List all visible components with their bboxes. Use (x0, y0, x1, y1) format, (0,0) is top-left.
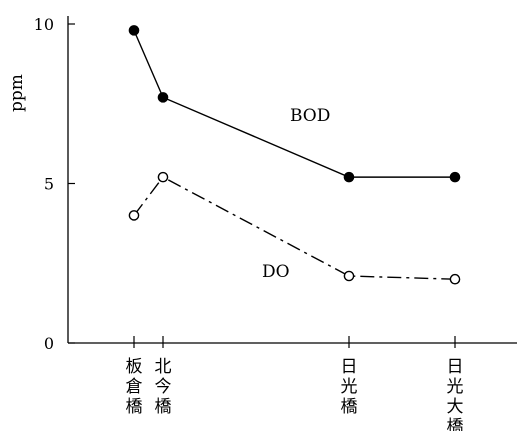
y-tick-label: 5 (44, 175, 54, 194)
x-tick-label-char: 日 (447, 357, 464, 377)
series-line-bod (133, 30, 455, 178)
x-tick-label-char: 板 (126, 357, 143, 377)
x-tick-label-char: 今 (155, 377, 172, 397)
data-point-do (343, 270, 355, 282)
data-point-do (449, 273, 461, 285)
x-tick-label-char: 橋 (126, 397, 143, 417)
y-tick-label: 10 (34, 15, 54, 34)
y-tick-label: 0 (44, 334, 54, 353)
x-tick-label-char: 橋 (341, 397, 358, 417)
y-axis-label: ppm (7, 74, 27, 112)
data-point-bod (343, 171, 355, 183)
data-point-bod (157, 92, 169, 103)
series-line-do (133, 176, 456, 280)
series-label-do: DO (262, 262, 290, 282)
x-tick-label-char: 橋 (155, 397, 172, 417)
data-point-bod (449, 171, 461, 183)
data-point-do (157, 171, 169, 183)
data-point-do (128, 210, 140, 221)
axes (67, 16, 517, 348)
x-tick-label-char: 橋 (447, 417, 464, 431)
series-group (128, 25, 461, 285)
x-tick-label-char: 日 (341, 357, 358, 377)
x-tick-label-char: 倉 (126, 377, 143, 397)
series-label-bod: BOD (290, 106, 330, 126)
x-tick-label-char: 光 (447, 377, 464, 397)
data-point-bod (128, 25, 140, 36)
x-tick-label-char: 北 (155, 357, 172, 377)
x-tick-label-char: 光 (341, 377, 358, 397)
x-tick-label-char: 大 (447, 397, 464, 417)
